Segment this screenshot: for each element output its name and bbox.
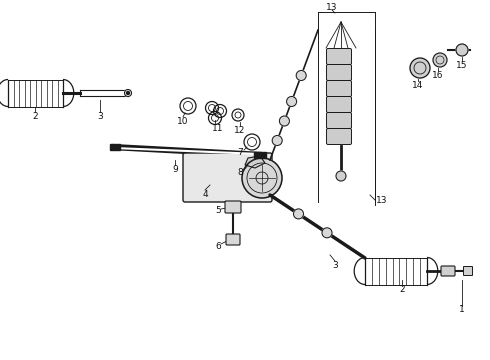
- Text: 6: 6: [215, 242, 221, 251]
- FancyBboxPatch shape: [183, 153, 272, 202]
- Circle shape: [336, 171, 346, 181]
- Text: 2: 2: [399, 285, 405, 294]
- Text: 13: 13: [376, 195, 388, 204]
- Text: 2: 2: [32, 112, 38, 121]
- FancyBboxPatch shape: [326, 113, 351, 129]
- Circle shape: [209, 112, 221, 125]
- FancyBboxPatch shape: [464, 266, 472, 275]
- Circle shape: [272, 135, 282, 145]
- Circle shape: [296, 71, 306, 81]
- Circle shape: [242, 158, 282, 198]
- Polygon shape: [245, 156, 265, 168]
- Circle shape: [124, 90, 131, 96]
- Text: 16: 16: [432, 71, 444, 80]
- Circle shape: [287, 96, 296, 107]
- Circle shape: [279, 116, 290, 126]
- Text: 14: 14: [412, 81, 424, 90]
- Text: 8: 8: [237, 167, 243, 176]
- Text: 13: 13: [326, 3, 338, 12]
- Circle shape: [126, 91, 129, 95]
- Text: 4: 4: [202, 189, 208, 198]
- Circle shape: [456, 44, 468, 56]
- Circle shape: [410, 58, 430, 78]
- Circle shape: [205, 102, 219, 114]
- Text: 3: 3: [332, 261, 338, 270]
- Bar: [254, 152, 266, 158]
- FancyBboxPatch shape: [441, 266, 455, 276]
- Circle shape: [433, 53, 447, 67]
- Circle shape: [322, 228, 332, 238]
- FancyBboxPatch shape: [226, 234, 240, 245]
- Circle shape: [180, 98, 196, 114]
- FancyBboxPatch shape: [326, 96, 351, 113]
- Text: 3: 3: [97, 112, 103, 121]
- Text: 15: 15: [456, 60, 468, 69]
- FancyBboxPatch shape: [326, 49, 351, 64]
- FancyBboxPatch shape: [326, 129, 351, 144]
- FancyBboxPatch shape: [225, 201, 241, 213]
- Text: 10: 10: [177, 117, 189, 126]
- FancyBboxPatch shape: [326, 64, 351, 81]
- Text: 12: 12: [234, 126, 245, 135]
- Text: 1: 1: [459, 306, 465, 315]
- Text: 11: 11: [212, 123, 224, 132]
- Bar: [110, 144, 120, 150]
- Circle shape: [294, 209, 303, 219]
- Circle shape: [232, 109, 244, 121]
- Text: 7: 7: [237, 148, 243, 157]
- Circle shape: [214, 104, 226, 117]
- Circle shape: [244, 134, 260, 150]
- FancyBboxPatch shape: [326, 81, 351, 96]
- Text: 9: 9: [172, 165, 178, 174]
- Text: 5: 5: [215, 206, 221, 215]
